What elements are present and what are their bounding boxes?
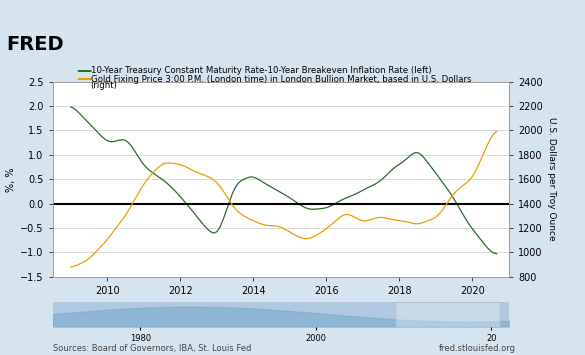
Text: (right): (right) bbox=[91, 81, 118, 90]
Text: Gold Fixing Price 3:00 P.M. (London time) in London Bullion Market, based in U.S: Gold Fixing Price 3:00 P.M. (London time… bbox=[91, 75, 471, 84]
Bar bbox=[395, 302, 500, 327]
Text: 10-Year Treasury Constant Maturity Rate-10-Year Breakeven Inflation Rate (left): 10-Year Treasury Constant Maturity Rate-… bbox=[91, 66, 431, 75]
Y-axis label: %, %: %, % bbox=[6, 167, 16, 192]
Text: Sources: Board of Governors, IBA, St. Louis Fed: Sources: Board of Governors, IBA, St. Lo… bbox=[53, 344, 251, 354]
Text: —: — bbox=[76, 71, 91, 86]
Text: fred.stlouisfed.org: fred.stlouisfed.org bbox=[439, 344, 516, 354]
Y-axis label: U.S. Dollars per Troy Ounce: U.S. Dollars per Troy Ounce bbox=[547, 118, 556, 241]
Text: —: — bbox=[76, 62, 91, 77]
Text: FRED: FRED bbox=[6, 35, 64, 54]
